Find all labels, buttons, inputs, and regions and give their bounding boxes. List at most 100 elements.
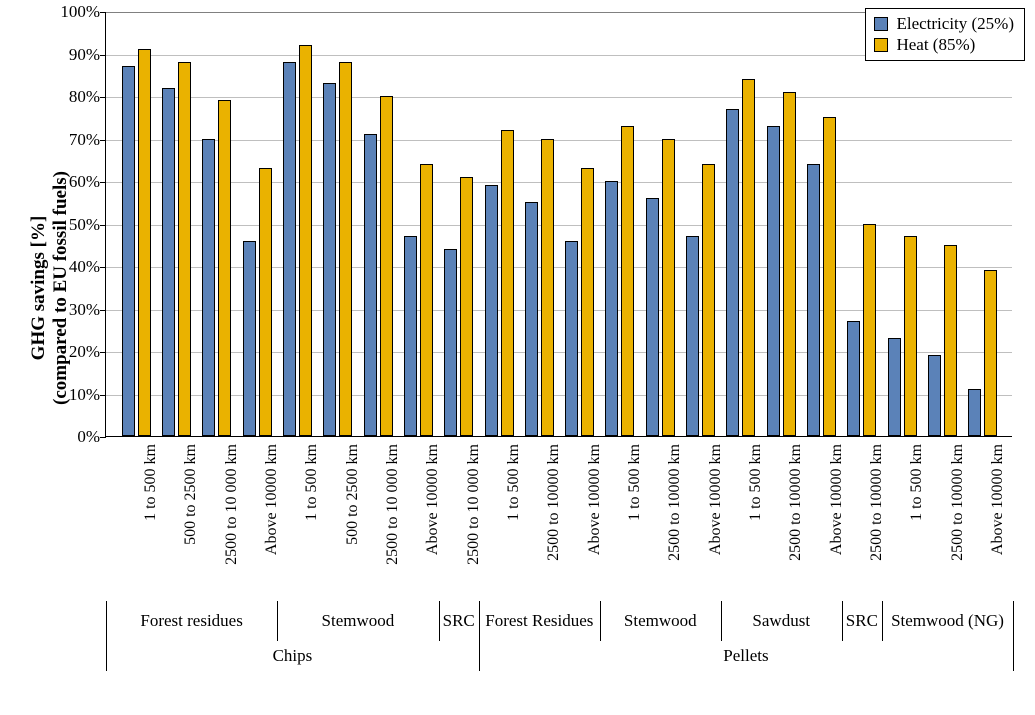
- bar: [299, 45, 312, 436]
- legend-item: Electricity (25%): [874, 13, 1014, 34]
- y-tick-label: 20%: [69, 342, 106, 362]
- x-tick-label: 2500 to 10000 km: [666, 444, 684, 561]
- x-tick-label: 2500 to 10 000 km: [465, 444, 483, 565]
- y-tick-label: 80%: [69, 87, 106, 107]
- y-tick-label: 90%: [69, 45, 106, 65]
- category-separator: [106, 601, 107, 671]
- bar: [807, 164, 820, 436]
- bar: [904, 236, 917, 436]
- bar: [485, 185, 498, 436]
- bar: [460, 177, 473, 436]
- y-tick-label: 70%: [69, 130, 106, 150]
- category-separator: [600, 601, 601, 641]
- gridline: [106, 140, 1012, 141]
- x-tick-label: Above 10000 km: [424, 444, 442, 555]
- bar: [863, 224, 876, 437]
- sub-category-label: Stemwood (NG): [882, 601, 1013, 641]
- category-separator: [721, 601, 722, 641]
- bar: [178, 62, 191, 436]
- bar: [928, 355, 941, 436]
- bar: [404, 236, 417, 436]
- bar: [968, 389, 981, 436]
- x-tick-label: Above 10000 km: [989, 444, 1007, 555]
- y-tick-label: 30%: [69, 300, 106, 320]
- bar: [702, 164, 715, 436]
- sub-category-label: Stemwood: [600, 601, 721, 641]
- category-separator: [277, 601, 278, 641]
- legend-label: Electricity (25%): [896, 13, 1014, 34]
- major-category-label: Chips: [106, 641, 479, 671]
- x-tick-label: 2500 to 10 000 km: [223, 444, 241, 565]
- x-tick-label: 500 to 2500 km: [344, 444, 362, 545]
- bar: [525, 202, 538, 436]
- bar: [420, 164, 433, 436]
- x-tick-label: Above 10000 km: [707, 444, 725, 555]
- x-tick-label: Above 10000 km: [586, 444, 604, 555]
- bar: [662, 139, 675, 437]
- x-tick-label: 2500 to 10000 km: [949, 444, 967, 561]
- bar: [218, 100, 231, 436]
- x-tick-label: 1 to 500 km: [142, 444, 160, 521]
- x-tick-label: 1 to 500 km: [747, 444, 765, 521]
- bar: [742, 79, 755, 436]
- plot-area: 1 to 500 km500 to 2500 km2500 to 10 000 …: [105, 12, 1012, 437]
- sub-category-label: Forest residues: [106, 601, 277, 641]
- bar: [581, 168, 594, 436]
- major-category-label: Pellets: [479, 641, 1013, 671]
- bar: [138, 49, 151, 436]
- x-tick-label: Above 10000 km: [263, 444, 281, 555]
- bar: [380, 96, 393, 436]
- sub-category-label: Stemwood: [277, 601, 438, 641]
- bar: [847, 321, 860, 436]
- bar: [323, 83, 336, 436]
- sub-category-label: Sawdust: [721, 601, 842, 641]
- bar: [783, 92, 796, 436]
- bar: [686, 236, 699, 436]
- x-tick-label: 1 to 500 km: [626, 444, 644, 521]
- bar: [122, 66, 135, 436]
- category-separator: [842, 601, 843, 641]
- category-separator: [439, 601, 440, 641]
- y-tick-label: 40%: [69, 257, 106, 277]
- bar: [726, 109, 739, 436]
- ghg-savings-chart: 1 to 500 km 500 to 2500 km 2500 to 10 000 …: [0, 0, 1035, 715]
- x-tick-label: 1 to 500 km: [908, 444, 926, 521]
- x-tick-label: 2500 to 10 000 km: [384, 444, 402, 565]
- bar: [621, 126, 634, 436]
- category-separator: [479, 601, 480, 671]
- x-tick-label: 1 to 500 km: [505, 444, 523, 521]
- bar: [541, 139, 554, 437]
- x-tick-label: 2500 to 10000 km: [787, 444, 805, 561]
- bar: [501, 130, 514, 436]
- bar: [339, 62, 352, 436]
- bar: [283, 62, 296, 436]
- bar: [984, 270, 997, 436]
- bar: [888, 338, 901, 436]
- bar: [823, 117, 836, 436]
- sub-category-label: Forest Residues: [479, 601, 600, 641]
- bar: [767, 126, 780, 436]
- y-tick-label: 10%: [69, 385, 106, 405]
- bar: [605, 181, 618, 436]
- gridline: [106, 97, 1012, 98]
- legend-item: Heat (85%): [874, 34, 1014, 55]
- x-tick-label: Above 10000 km: [828, 444, 846, 555]
- x-tick-label: 500 to 2500 km: [182, 444, 200, 545]
- bar: [162, 88, 175, 437]
- bar: [944, 245, 957, 436]
- category-separator: [1013, 601, 1014, 671]
- sub-category-label: SRC: [842, 601, 882, 641]
- bar: [202, 139, 215, 437]
- y-tick-label: 50%: [69, 215, 106, 235]
- category-separator: [882, 601, 883, 641]
- bar: [565, 241, 578, 437]
- bar: [259, 168, 272, 436]
- legend-label: Heat (85%): [896, 34, 975, 55]
- gridline: [106, 182, 1012, 183]
- bar: [243, 241, 256, 437]
- sub-category-label: SRC: [439, 601, 479, 641]
- y-tick-label: 0%: [77, 427, 106, 447]
- y-tick-label: 100%: [60, 2, 106, 22]
- x-tick-label: 1 to 500 km: [303, 444, 321, 521]
- bar: [364, 134, 377, 436]
